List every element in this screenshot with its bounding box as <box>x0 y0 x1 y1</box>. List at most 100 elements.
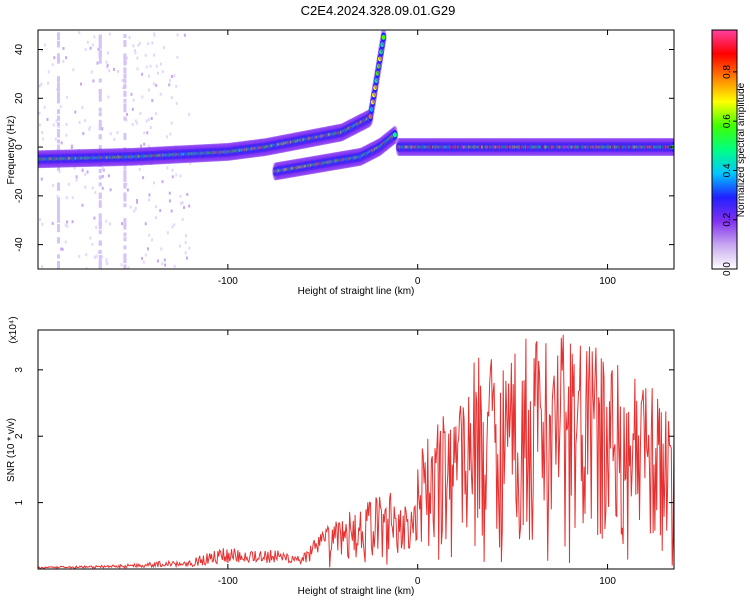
spectrogram-noise <box>137 43 140 47</box>
spectrogram-noise <box>165 135 168 139</box>
spectrogram-noise <box>133 209 136 213</box>
spectrogram-noise <box>65 133 68 137</box>
spectrogram-noise <box>41 131 44 135</box>
spectrogram-noise <box>91 43 94 47</box>
spectrogram-streak <box>56 213 60 218</box>
spectrogram-noise <box>148 233 151 237</box>
spectrogram-streak <box>56 116 60 121</box>
spectrogram-noise <box>78 31 81 35</box>
spectrogram-streak <box>123 258 127 263</box>
spectrogram-noise <box>70 144 73 148</box>
spectrogram-noise <box>131 107 134 111</box>
spectrogram-noise <box>105 60 108 64</box>
spectrogram-streak <box>56 228 60 233</box>
spectrogram-noise <box>175 101 178 105</box>
spectrogram-core <box>381 34 386 40</box>
spectrogram-streak <box>56 199 60 204</box>
spectrogram-noise <box>188 204 191 208</box>
spectrogram-streak <box>98 216 102 221</box>
spectrogram-streak <box>56 267 60 269</box>
spectrogram-noise <box>139 111 142 115</box>
spectrogram-noise <box>155 112 158 116</box>
spectrogram-streak <box>98 38 102 43</box>
spectrogram-streak <box>56 95 60 100</box>
spectrogram-noise <box>65 196 68 200</box>
spectrogram-noise <box>136 56 139 60</box>
spectrogram-streak <box>98 126 102 131</box>
spectrogram-noise <box>41 222 44 226</box>
spectrogram-noise <box>93 35 96 39</box>
spectrogram-streak <box>123 165 127 170</box>
spectrogram-streak <box>123 225 127 230</box>
spectrogram-noise <box>136 200 139 204</box>
snr-x-tick-label: -100 <box>218 576 238 587</box>
spectrogram-noise <box>152 181 155 185</box>
spectrogram-noise <box>86 40 89 44</box>
spectrogram-streak <box>123 192 127 197</box>
spectrogram-streak <box>123 61 127 66</box>
spectrogram-noise <box>71 220 74 224</box>
snr-y-tick-label: 3 <box>14 367 25 373</box>
spectrogram-noise <box>41 137 44 141</box>
spectrogram-noise <box>121 222 124 226</box>
spectrogram-noise <box>126 188 129 192</box>
spectrogram-noise <box>55 119 58 123</box>
spectrogram-noise <box>101 186 104 190</box>
spectrogram-noise <box>129 205 132 209</box>
colorbar-ticks: 0.0 0.2 0.4 0.6 0.8 <box>722 64 737 276</box>
spectrogram-noise <box>176 33 179 37</box>
spectrogram-noise <box>86 170 89 174</box>
spectrogram-noise <box>136 67 139 71</box>
spectrogram-noise <box>152 82 155 86</box>
spectrogram-noise <box>61 247 64 251</box>
spectrogram-streak <box>123 218 127 223</box>
spectrogram-noise <box>141 72 144 76</box>
spectrogram-noise <box>97 47 100 51</box>
spectrogram-noise <box>189 161 192 165</box>
spectrogram-noise <box>183 33 186 37</box>
spectrogram-noise <box>145 65 148 69</box>
spectrogram-noise <box>106 262 109 266</box>
colorbar-tick-label: 0.0 <box>722 262 733 276</box>
spectrogram-streak <box>56 53 60 58</box>
spectrogram-noise <box>47 70 50 74</box>
spectrogram-streak <box>56 144 60 149</box>
snr-x-tick-label: 100 <box>599 576 616 587</box>
spectrogram-noise <box>40 82 43 86</box>
spectrogram-noise <box>108 69 111 73</box>
spectrogram-streak <box>98 55 102 60</box>
spectrogram-noise <box>72 68 75 72</box>
spectrogram-noise <box>133 49 136 53</box>
spectrogram-noise <box>120 263 123 267</box>
spectrogram-streak <box>123 132 127 137</box>
colorbar-tick-label: 0.6 <box>722 114 733 128</box>
spectrogram-streak <box>123 170 127 175</box>
spectrogram-noise <box>181 217 184 221</box>
spectrogram-noise <box>128 35 131 39</box>
spectrogram-streak <box>56 34 60 39</box>
spectrogram-noise <box>74 110 77 114</box>
spectrogram-noise <box>105 258 108 262</box>
spectrogram-noise <box>88 127 91 131</box>
spectrogram-noise <box>147 247 150 251</box>
spectrogram-noise <box>38 111 41 115</box>
spectrogram-noise <box>108 222 111 226</box>
spectrogram-streak <box>56 78 60 83</box>
spectrogram-streak <box>98 59 102 64</box>
spectrogram-streak <box>56 218 60 223</box>
spectrogram-noise <box>113 67 116 71</box>
spectrogram-streak <box>123 92 127 97</box>
spectrogram-noise <box>134 51 137 55</box>
spectrogram-streak <box>56 215 60 220</box>
spectrogram-streak <box>98 168 102 173</box>
spectrogram-noise <box>40 177 43 181</box>
spectrogram-noise <box>57 124 60 128</box>
spectrogram-streak <box>98 255 102 260</box>
spectrogram-y-tick-label: 0 <box>14 144 25 150</box>
spectrogram-noise <box>166 231 169 235</box>
spectrogram-noise <box>101 166 104 170</box>
spectrogram-noise <box>52 123 55 127</box>
spectrogram-noise <box>125 112 128 116</box>
spectrogram-noise <box>106 65 109 69</box>
